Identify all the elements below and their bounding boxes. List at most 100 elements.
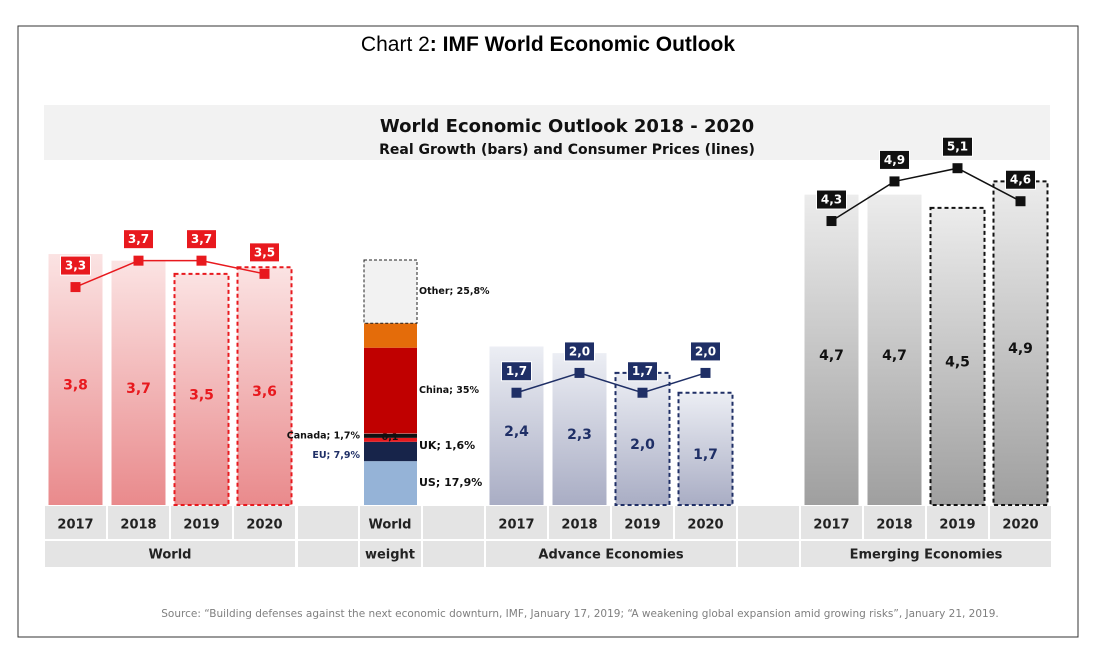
table-cell	[106, 504, 171, 541]
table-cell	[358, 539, 423, 569]
bar	[992, 180, 1049, 506]
price-label-box	[690, 341, 721, 362]
price-label-box	[942, 136, 973, 157]
x-tick-label: 2020	[687, 518, 723, 533]
table-cell	[736, 539, 801, 569]
bar	[677, 391, 734, 506]
subtitle-2: Real Growth (bars) and Consumer Prices (…	[379, 142, 755, 158]
x-tick-label: 2018	[561, 518, 597, 533]
group-label: World	[149, 548, 192, 563]
table-cell	[484, 504, 549, 541]
price-label-box	[123, 229, 154, 250]
bar	[236, 266, 293, 507]
x-tick-label: 2017	[813, 518, 849, 533]
price-marker	[133, 255, 144, 266]
bar-value-label: 4,7	[819, 348, 844, 364]
bar-value-label: 4,5	[945, 354, 970, 370]
stack-segment	[363, 259, 418, 324]
segment-label: UK; 1,6%	[419, 439, 475, 452]
subtitle: World Economic Outlook 2018 - 2020	[380, 116, 754, 137]
source: Source: “Building defenses against the n…	[161, 608, 999, 620]
table-cell	[296, 539, 360, 569]
bar-value-label: 3,8	[63, 378, 88, 394]
price-label-box	[627, 361, 658, 382]
price-marker	[511, 387, 522, 398]
bar-value-label: 1,7	[693, 447, 718, 463]
bar-value-label: 2,0	[630, 437, 655, 453]
title-main: : IMF World Economic Outlook	[430, 33, 736, 56]
price-label-box	[249, 242, 280, 263]
price-label-box	[879, 149, 910, 170]
x-tick-label: 2019	[939, 518, 975, 533]
price-marker	[196, 255, 207, 266]
price-marker	[700, 367, 711, 378]
segment-label: EU; 7,9%	[312, 450, 360, 461]
price-label-box	[501, 361, 532, 382]
price-marker	[889, 176, 900, 187]
stack-segment	[364, 433, 417, 438]
price-marker	[826, 216, 837, 227]
chart-title: Chart 2: IMF World Economic Outlook	[361, 33, 735, 56]
bar-value-label: 3,5	[189, 387, 214, 403]
price-label-box	[816, 189, 847, 210]
price-marker	[1015, 196, 1026, 207]
price-marker	[259, 268, 270, 279]
segment-label: China; 35%	[419, 385, 479, 396]
price-label-box	[186, 229, 217, 250]
price-marker	[574, 367, 585, 378]
x-tick-label: 2019	[183, 518, 219, 533]
category-label: World	[369, 518, 412, 533]
table-cell	[296, 504, 360, 541]
bar-value-label: 2,3	[567, 427, 592, 443]
x-tick-label: 2017	[498, 518, 534, 533]
price-label-box	[1005, 169, 1036, 190]
segment-label: Canada; 1,7%	[287, 430, 361, 441]
bar-value-label: 2,4	[504, 424, 529, 440]
price-value-label: 4,3	[821, 193, 842, 207]
stack-segment	[364, 437, 417, 442]
x-tick-label: 2018	[120, 518, 156, 533]
price-marker	[952, 163, 963, 174]
price-value-label: 5,1	[947, 140, 968, 154]
table-cell	[421, 504, 486, 541]
table-cell	[43, 539, 297, 569]
bar-value-label: 3,6	[252, 384, 277, 400]
price-value-label: 3,3	[65, 259, 86, 273]
segment-label: US; 17,9%	[419, 476, 482, 489]
price-value-label: 1,7	[506, 364, 527, 378]
price-label-box	[60, 255, 91, 276]
price-value-label: 3,7	[191, 232, 212, 246]
group-label: Advance Economies	[538, 548, 683, 563]
x-tick-label: 2020	[246, 518, 282, 533]
price-marker	[70, 282, 81, 293]
bar-value-label: 4,9	[1008, 341, 1033, 357]
price-marker	[637, 387, 648, 398]
segment-label: 0,1	[382, 432, 399, 443]
x-tick-label: 2020	[1002, 518, 1038, 533]
price-value-label: 3,5	[254, 245, 275, 259]
table-cell	[673, 504, 738, 541]
price-value-label: 2,0	[695, 344, 716, 358]
category-label: weight	[365, 548, 415, 563]
x-tick-label: 2017	[57, 518, 93, 533]
x-tick-label: 2018	[876, 518, 912, 533]
price-line	[516, 372, 706, 394]
bar	[929, 206, 986, 506]
price-value-label: 2,0	[569, 344, 590, 358]
title-prefix: Chart 2	[361, 33, 430, 56]
table-cell	[736, 504, 801, 541]
bar	[48, 254, 103, 505]
x-tick-label: 2019	[624, 518, 660, 533]
stack-segment	[364, 441, 417, 462]
price-value-label: 1,7	[632, 364, 653, 378]
bar	[173, 272, 230, 506]
stack-segment	[364, 461, 417, 505]
price-value-label: 4,9	[884, 153, 905, 167]
price-label-box	[564, 341, 595, 362]
stack-segment	[364, 347, 417, 434]
stack-segment	[364, 323, 417, 348]
table-cell	[610, 504, 675, 541]
price-value-label: 4,6	[1010, 173, 1031, 187]
bar-value-label: 3,7	[126, 381, 151, 397]
